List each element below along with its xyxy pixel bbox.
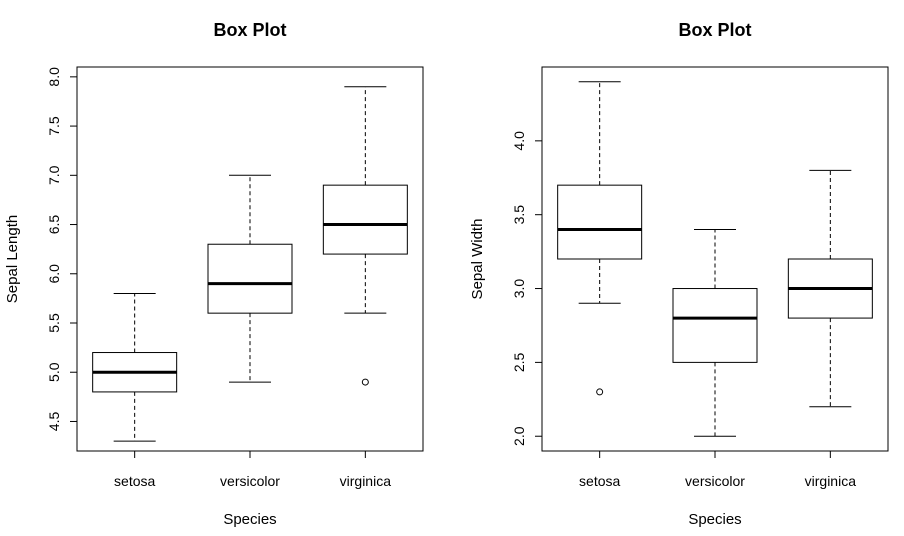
y-tick-label: 2.5	[511, 352, 527, 372]
y-tick-label: 2.0	[511, 426, 527, 446]
chart-title: Box Plot	[213, 20, 286, 40]
y-tick-label: 6.5	[46, 215, 62, 235]
y-axis-label: Sepal Length	[4, 215, 21, 303]
y-tick-label: 3.0	[511, 279, 527, 299]
x-tick-label: virginica	[340, 473, 392, 489]
x-tick-label: virginica	[805, 473, 857, 489]
y-tick-label: 5.5	[46, 313, 62, 333]
y-tick-label: 4.5	[46, 412, 62, 432]
outlier-point	[361, 378, 369, 386]
y-tick-label: 6.0	[46, 264, 62, 284]
box-setosa	[557, 184, 643, 260]
box-versicolor	[207, 243, 293, 314]
y-axis-label: Sepal Width	[469, 219, 486, 300]
outlier-point	[596, 388, 604, 396]
x-axis-label: Species	[688, 511, 741, 528]
y-tick-label: 4.0	[511, 131, 527, 151]
box-virginica	[322, 184, 408, 255]
y-tick-label: 7.5	[46, 116, 62, 136]
x-tick-label: setosa	[579, 473, 620, 489]
x-tick-label: versicolor	[220, 473, 280, 489]
y-tick-label: 7.0	[46, 165, 62, 185]
y-tick-label: 5.0	[46, 362, 62, 382]
chart-title: Box Plot	[678, 20, 751, 40]
x-tick-label: versicolor	[685, 473, 745, 489]
box-versicolor	[672, 288, 758, 363]
y-tick-label: 8.0	[46, 67, 62, 87]
y-tick-label: 3.5	[511, 205, 527, 225]
x-axis-label: Species	[223, 511, 276, 528]
x-tick-label: setosa	[114, 473, 155, 489]
